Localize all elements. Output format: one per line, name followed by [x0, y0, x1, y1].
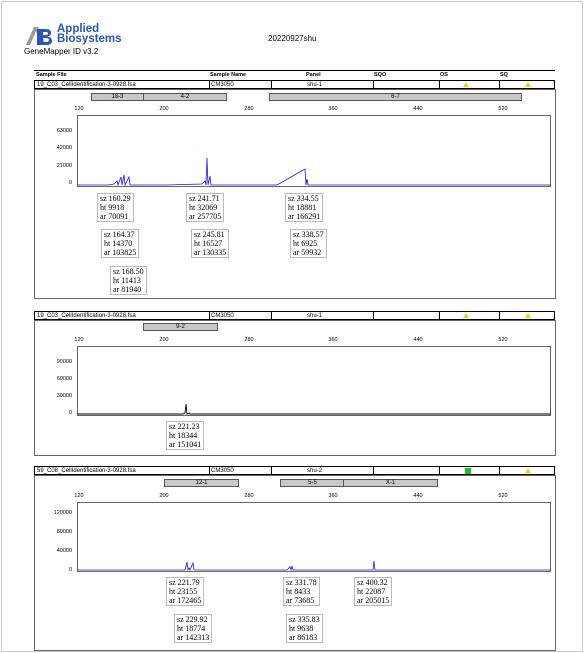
- sample-name: CM3050: [211, 313, 234, 319]
- sample-name: CM3050: [211, 82, 234, 88]
- sample-file: 19_C03_CellIdentification-3-0928.fsa: [37, 82, 136, 88]
- x-tick: 280: [244, 337, 254, 343]
- sq-warning-icon: [525, 313, 531, 318]
- y-tick: 80000: [56, 529, 72, 535]
- y-tick: 42000: [56, 145, 72, 151]
- allele-bin[interactable]: X-1: [343, 479, 438, 487]
- peak-label[interactable]: sz 221.79 ht 23155 ar 172465: [166, 577, 205, 606]
- peak-label[interactable]: sz 400.32 ht 22087 ar 205015: [354, 577, 393, 606]
- y-tick: 0: [68, 567, 72, 573]
- electropherogram-panel-2: [34, 320, 556, 456]
- peak-label[interactable]: sz 160.29 ht 9918 ar 70091: [97, 193, 134, 222]
- sample-row-3[interactable]: 59_C08_CellIdentification-3-0928.fsa CM3…: [34, 466, 555, 475]
- electropherogram-panel-1: [34, 89, 556, 299]
- x-tick: 440: [413, 493, 423, 499]
- plot-area-2[interactable]: [77, 346, 551, 416]
- trace-panel-1: [77, 157, 551, 187]
- y-tick: 0: [68, 410, 72, 416]
- x-tick: 200: [159, 493, 169, 499]
- x-tick: 120: [74, 106, 84, 112]
- sample-name: CM3050: [211, 468, 234, 474]
- panel-name: shu-1: [307, 313, 323, 319]
- electropherogram-panel-3: [34, 475, 556, 651]
- y-tick: 60000: [56, 376, 72, 382]
- peak-label[interactable]: sz 334.55 ht 18881 ar 166291: [285, 193, 324, 222]
- run-title: 20220927shu: [268, 34, 317, 43]
- sample-row-1[interactable]: 19_C03_CellIdentification-3-0928.fsa CM3…: [34, 80, 555, 89]
- x-tick: 200: [159, 337, 169, 343]
- peak-label[interactable]: sz 229.92 ht 18774 ar 142313: [174, 614, 213, 643]
- allele-bin[interactable]: 9-2: [143, 323, 218, 331]
- y-tick: 0: [68, 180, 72, 186]
- allele-bin[interactable]: 5-5: [280, 479, 345, 487]
- x-tick: 520: [498, 493, 508, 499]
- col-sqo: SQO: [374, 72, 387, 78]
- col-sq: SQ: [500, 72, 508, 78]
- x-tick: 440: [413, 337, 423, 343]
- x-tick: 280: [244, 106, 254, 112]
- peak-label[interactable]: sz 331.78 ht 8433 ar 73685: [283, 577, 320, 606]
- y-tick: 120000: [53, 510, 72, 516]
- y-tick: 40000: [56, 548, 72, 554]
- panel-name: shu-1: [307, 82, 323, 88]
- applied-biosystems-logo: Applied Biosystems: [24, 23, 122, 47]
- peak-label[interactable]: sz 221.23 ht 18344 ar 151041: [166, 421, 205, 450]
- peak-label[interactable]: sz 338.57 ht 6925 ar 59932: [290, 229, 327, 258]
- sq-warning-icon: [525, 468, 531, 473]
- x-tick: 360: [328, 106, 338, 112]
- x-tick: 520: [498, 337, 508, 343]
- allele-bin[interactable]: 4-2: [143, 93, 227, 101]
- sample-file: 59_C08_CellIdentification-3-0928.fsa: [37, 468, 136, 474]
- y-tick: 21000: [56, 163, 72, 169]
- plot-area-3[interactable]: [77, 502, 551, 572]
- col-panel: Panel: [306, 72, 321, 78]
- peak-label[interactable]: sz 164.37 ht 14370 ar 103825: [101, 229, 140, 258]
- col-sample-file: Sample File: [36, 72, 67, 78]
- sq-warning-icon: [525, 82, 531, 87]
- x-tick: 120: [74, 337, 84, 343]
- peak-label[interactable]: sz 335.83 ht 9638 ar 86183: [286, 614, 323, 643]
- trace-panel-3: [77, 560, 551, 572]
- col-os: OS: [440, 72, 448, 78]
- y-tick: 30000: [56, 393, 72, 399]
- brand-line-2: Biosystems: [57, 33, 122, 45]
- x-tick: 520: [498, 106, 508, 112]
- os-ok-icon: [465, 468, 471, 474]
- peak-label[interactable]: sz 168.50 ht 11413 ar 81940: [110, 266, 147, 295]
- trace-panel-2: [77, 403, 551, 415]
- y-tick: 90000: [56, 359, 72, 365]
- os-warning-icon: [463, 313, 469, 318]
- y-tick: 63000: [56, 128, 72, 134]
- peak-label[interactable]: sz 241.71 ht 32069 ar 257705: [186, 193, 225, 222]
- plot-area-1[interactable]: [77, 115, 551, 187]
- peak-label[interactable]: sz 245.81 ht 16527 ar 130335: [191, 229, 230, 258]
- x-tick: 200: [159, 106, 169, 112]
- x-tick: 280: [244, 493, 254, 499]
- x-tick: 360: [328, 493, 338, 499]
- allele-bin[interactable]: 12-1: [164, 479, 239, 487]
- x-tick: 440: [413, 106, 423, 112]
- os-warning-icon: [463, 82, 469, 87]
- sample-row-2[interactable]: 19_C03_CellIdentification-3-0928.fsa CM3…: [34, 311, 555, 320]
- col-sample-name: Sample Name: [210, 72, 247, 78]
- app-version: GeneMapper ID v3.2: [24, 47, 99, 56]
- allele-bin[interactable]: 6-7: [269, 93, 522, 101]
- allele-bin[interactable]: 18-3: [91, 93, 144, 101]
- x-tick: 120: [74, 493, 84, 499]
- panel-name: shu-2: [307, 468, 323, 474]
- sample-file: 19_C03_CellIdentification-3-0928.fsa: [37, 313, 136, 319]
- x-tick: 360: [328, 337, 338, 343]
- brand-line-1: Applied: [57, 23, 100, 35]
